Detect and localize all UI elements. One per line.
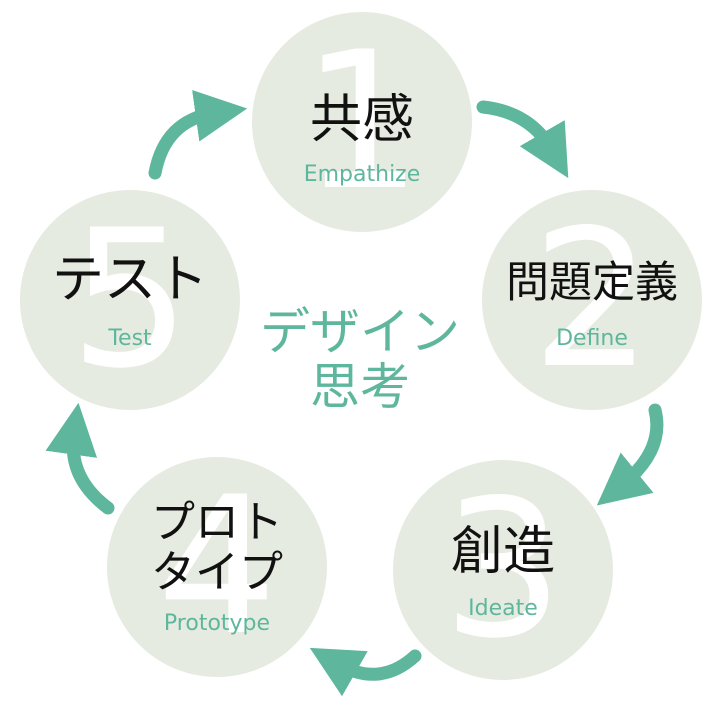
stage-title-ja-line1: プロト [151,497,283,548]
stage-number: 4 [156,457,278,677]
stage-title-ja: 問題定義 [506,258,678,308]
stage-define: 2 問題定義 Define [482,190,702,410]
arrow-prototype-to-test [45,402,115,515]
stage-ideate: 3 創造 Ideate [393,460,613,680]
stage-test: 5 テスト Test [20,190,240,410]
arrow-empathize-to-define [476,100,569,179]
stage-title-en: Prototype [163,611,271,636]
stage-title-ja-line2: タイプ [151,547,283,598]
stage-prototype: 4 プロト タイプ Prototype [107,457,327,677]
stage-title-ja: 共感 [309,90,414,150]
stage-number: 1 [301,12,423,232]
stage-title-en: Empathize [303,162,421,187]
stage-title-en: Define [556,326,628,351]
center-title-line1: デザイン [260,303,460,361]
stage-number: 3 [442,460,564,680]
stage-title-en: Test [108,326,152,351]
arrow-test-to-empathize [148,89,248,180]
stage-title-en: Ideate [468,596,538,621]
stage-number: 2 [531,190,653,410]
arrow-define-to-ideate [596,403,664,506]
arrow-ideate-to-prototype [309,647,422,697]
stage-title-ja: 創造 [450,522,555,582]
center-title: デザイン 思考 [240,305,480,415]
stage-empathize: 1 共感 Empathize [252,12,472,232]
stage-number: 5 [69,190,191,410]
stage-title-ja: テスト [51,250,208,310]
center-title-line2: 思考 [310,358,410,416]
